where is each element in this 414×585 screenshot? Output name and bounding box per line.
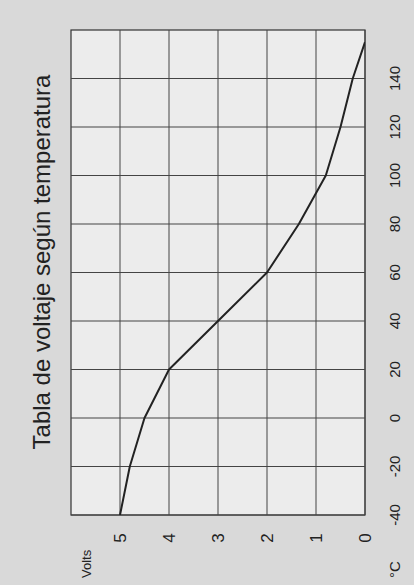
grid-line	[218, 30, 219, 515]
tick-label: 0	[356, 533, 375, 542]
grid-line	[120, 30, 121, 515]
tick-label: -20	[386, 456, 403, 478]
tick-label: 3	[209, 533, 228, 542]
grid-line	[316, 30, 317, 515]
y-axis-title: Volts	[79, 549, 94, 578]
grid-line	[365, 30, 366, 515]
chart-title: Tabla de voltaje según temperatura	[28, 74, 55, 450]
tick-label: 40	[386, 313, 403, 330]
tick-label: 1	[307, 533, 326, 542]
tick-label: 120	[386, 114, 403, 139]
data-line	[120, 42, 365, 515]
tick-label: 2	[258, 533, 277, 542]
tick-label: 140	[386, 66, 403, 91]
plot-frame	[71, 30, 365, 515]
tick-label: 4	[160, 533, 179, 542]
tick-label: 100	[386, 163, 403, 188]
tick-label: 0	[386, 414, 403, 422]
grid-line	[169, 30, 170, 515]
background	[0, 0, 414, 585]
data-group	[120, 42, 365, 515]
tick-label: 20	[386, 361, 403, 378]
tick-label: 80	[386, 216, 403, 233]
x-axis-title: °C	[386, 561, 403, 578]
chart-container: -40 -20 0 20 40 60 80 100 120 140 0 1 2 3 4 5 Volts °C Tab…	[0, 0, 414, 585]
tick-label: 5	[111, 533, 130, 542]
tick-label: 60	[386, 264, 403, 281]
tick-label: -40	[386, 504, 403, 526]
chart-svg: -40 -20 0 20 40 60 80 100 120 140 0 1 2 3 4 5 Volts °C Tab…	[0, 0, 414, 585]
